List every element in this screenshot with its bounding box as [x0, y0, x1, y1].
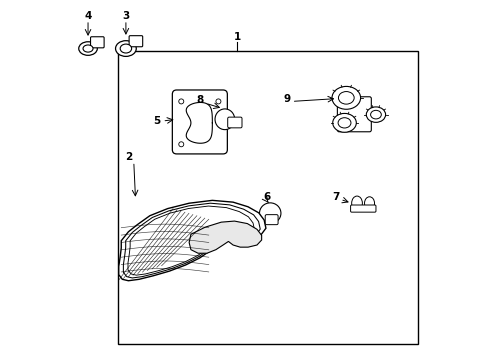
FancyBboxPatch shape [264, 215, 278, 225]
Ellipse shape [366, 107, 385, 122]
Circle shape [216, 99, 221, 104]
Ellipse shape [115, 41, 136, 57]
Text: 7: 7 [331, 192, 339, 202]
Ellipse shape [259, 203, 281, 224]
Text: 3: 3 [122, 11, 129, 21]
Text: 2: 2 [124, 152, 132, 162]
Ellipse shape [337, 118, 350, 128]
Polygon shape [119, 201, 265, 281]
Bar [118, 51, 417, 344]
FancyBboxPatch shape [172, 90, 227, 154]
FancyBboxPatch shape [350, 205, 375, 212]
Ellipse shape [332, 113, 356, 132]
Text: 9: 9 [283, 94, 289, 104]
Ellipse shape [338, 91, 353, 104]
Polygon shape [128, 206, 254, 275]
Ellipse shape [370, 111, 381, 119]
Polygon shape [189, 221, 261, 253]
Circle shape [179, 99, 183, 104]
FancyBboxPatch shape [90, 37, 104, 48]
Text: 8: 8 [196, 95, 203, 105]
Text: 1: 1 [233, 32, 241, 42]
Circle shape [179, 142, 183, 147]
Text: 5: 5 [153, 116, 160, 126]
Ellipse shape [120, 44, 131, 53]
Ellipse shape [351, 196, 362, 210]
FancyBboxPatch shape [129, 36, 142, 47]
Ellipse shape [364, 197, 374, 210]
Text: 4: 4 [84, 11, 92, 21]
Ellipse shape [215, 109, 234, 130]
FancyBboxPatch shape [227, 117, 242, 128]
FancyBboxPatch shape [337, 97, 370, 132]
Ellipse shape [331, 86, 360, 109]
Polygon shape [123, 203, 260, 278]
Ellipse shape [83, 45, 93, 52]
Text: 6: 6 [263, 192, 270, 202]
Ellipse shape [79, 42, 97, 55]
